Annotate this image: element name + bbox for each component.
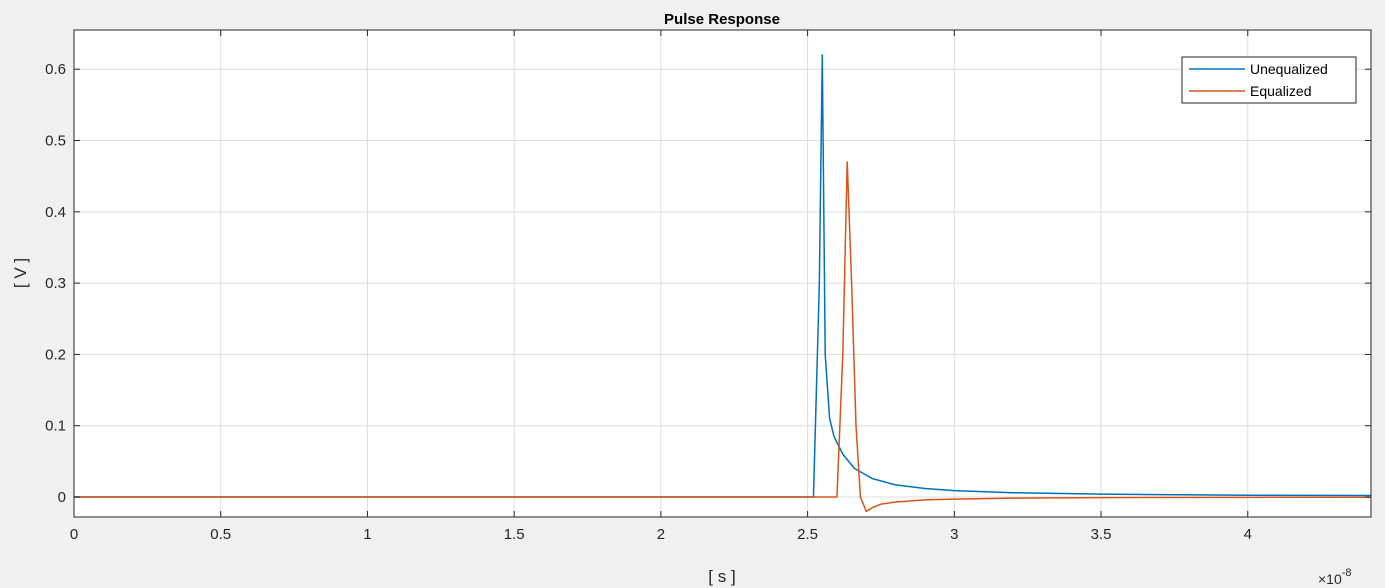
legend-label-unequalized: Unequalized xyxy=(1250,61,1328,77)
legend-label-equalized: Equalized xyxy=(1250,83,1312,99)
axis-ticks: 0 0.5 1 1.5 2 2.5 3 3.5 4 0 0.1 0.2 0.3 0.4 0.5 0.6 xyxy=(45,30,1371,543)
series-lines xyxy=(74,54,1371,513)
x-tick-label: 2.5 xyxy=(797,526,818,543)
x-axis-label: [ s ] xyxy=(708,567,735,586)
y-tick-label: 0 xyxy=(58,489,66,506)
x-tick-label: 0.5 xyxy=(210,526,231,543)
y-tick-label: 0.6 xyxy=(45,61,66,78)
chart-title: Pulse Response xyxy=(664,11,780,28)
axes-box xyxy=(73,29,1372,518)
y-tick-label: 0.3 xyxy=(45,275,66,292)
x-tick-label: 4 xyxy=(1244,526,1252,543)
x-tick-label: 1 xyxy=(363,526,371,543)
y-tick-label: 0.5 xyxy=(45,133,66,150)
x-tick-label: 2 xyxy=(657,526,665,543)
y-axis-label: [ V ] xyxy=(11,258,30,288)
x-axis-exponent-power: -8 xyxy=(1342,567,1352,579)
legend[interactable]: Unequalized Equalized xyxy=(1181,56,1357,104)
legend-box xyxy=(1181,56,1357,104)
x-tick-label: 0 xyxy=(70,526,78,543)
x-tick-label: 3.5 xyxy=(1091,526,1112,543)
x-tick-label: 1.5 xyxy=(504,526,525,543)
y-tick-label: 0.2 xyxy=(45,346,66,363)
y-tick-label: 0.1 xyxy=(45,418,66,435)
series-line-equalized xyxy=(74,161,1371,513)
y-tick-label: 0.4 xyxy=(45,204,66,221)
series-line-unequalized xyxy=(74,54,1371,498)
plot-area xyxy=(74,30,1371,517)
x-tick-label: 3 xyxy=(950,526,958,543)
x-axis-exponent-base: ×10 xyxy=(1318,571,1342,587)
x-axis-exponent: ×10-8 xyxy=(1318,567,1352,587)
